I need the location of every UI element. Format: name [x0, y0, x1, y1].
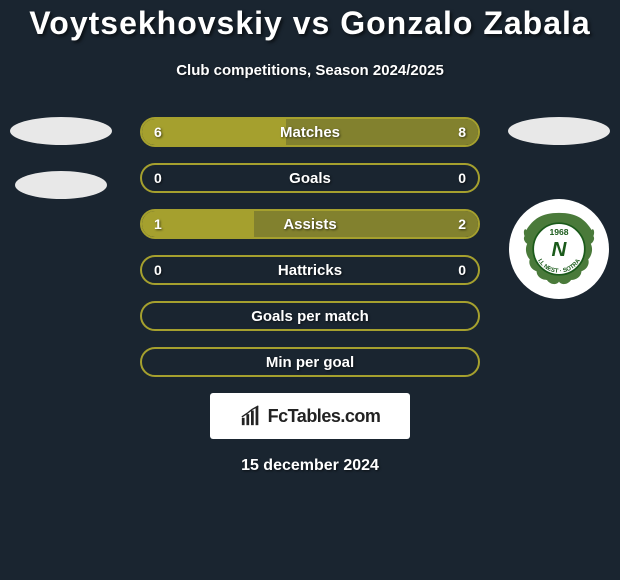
stat-bar-min-per-goal: Min per goal	[140, 347, 480, 377]
bar-label: Goals	[142, 165, 478, 191]
bar-label: Min per goal	[142, 349, 478, 375]
fctables-watermark: FcTables.com	[210, 393, 410, 439]
bar-label: Assists	[142, 211, 478, 237]
left-player-badge-1	[10, 117, 112, 145]
bar-value-left: 0	[154, 257, 162, 283]
stat-bar-goals: Goals0 0	[140, 163, 480, 193]
bar-label: Hattricks	[142, 257, 478, 283]
fctables-label: FcTables.com	[268, 406, 381, 427]
left-badge-column	[6, 117, 116, 199]
stat-bar-matches: Matches6 8	[140, 117, 480, 147]
left-player-badge-2	[15, 171, 107, 199]
bar-value-right: 8	[458, 119, 466, 145]
nest-sotra-badge-icon: 1968 N I.L NEST · SOTRA	[516, 206, 602, 292]
bar-value-right: 0	[458, 165, 466, 191]
right-club-badge: 1968 N I.L NEST · SOTRA	[509, 199, 609, 299]
right-player-badge	[508, 117, 610, 145]
svg-text:N: N	[552, 238, 568, 261]
bar-label: Goals per match	[142, 303, 478, 329]
stat-bar-hattricks: Hattricks0 0	[140, 255, 480, 285]
stat-bar-goals-per-match: Goals per match	[140, 301, 480, 331]
fctables-logo-icon	[240, 405, 262, 427]
date-label: 15 december 2024	[0, 457, 620, 475]
right-badge-column: 1968 N I.L NEST · SOTRA	[504, 117, 614, 299]
page-title: Voytsekhovskiy vs Gonzalo Zabala	[0, 0, 620, 42]
bar-value-right: 0	[458, 257, 466, 283]
svg-text:1968: 1968	[549, 227, 568, 237]
bar-value-right: 2	[458, 211, 466, 237]
comparison-content: 1968 N I.L NEST · SOTRA Matches68Goals00…	[0, 117, 620, 475]
bar-value-left: 6	[154, 119, 162, 145]
subtitle: Club competitions, Season 2024/2025	[0, 62, 620, 79]
stat-bar-assists: Assists1 2	[140, 209, 480, 239]
bar-label: Matches	[142, 119, 478, 145]
stat-bars: Matches68Goals00Assists12Hattricks00Goal…	[140, 117, 480, 377]
bar-value-left: 0	[154, 165, 162, 191]
bar-value-left: 1	[154, 211, 162, 237]
